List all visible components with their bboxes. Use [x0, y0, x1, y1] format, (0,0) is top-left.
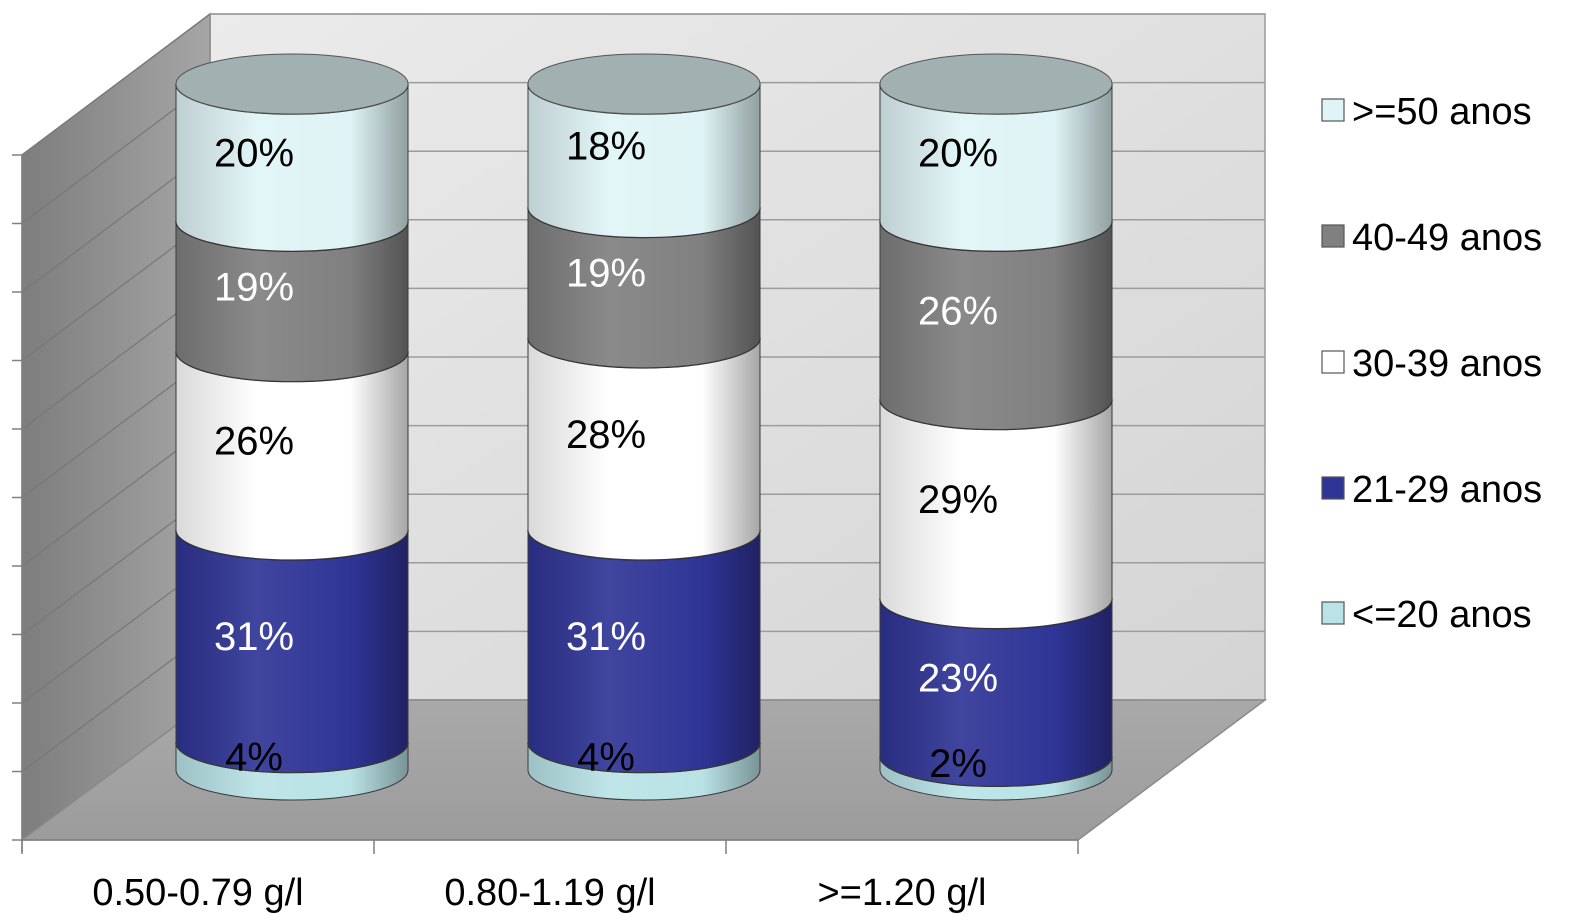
- legend: >=50 anos 40-49 anos 30-39 anos 21-29 anos <…: [1321, 91, 1542, 636]
- data-label: 28%: [566, 413, 646, 457]
- data-label: 18%: [566, 125, 646, 169]
- data-label: 29%: [918, 478, 998, 522]
- data-label: 4%: [577, 735, 635, 779]
- data-label: 4%: [225, 735, 283, 779]
- x-axis: 0.50-0.79 g/l 0.80-1.19 g/l >=1.20 g/l: [21, 839, 1079, 914]
- bar-group-0-80-1-19-g-l: 4% 31% 28% 19% 18%: [527, 53, 761, 801]
- legend-label: 21-29 anos: [1352, 469, 1542, 511]
- bar-top-cap: [175, 53, 409, 115]
- bar-top-cap: [879, 53, 1113, 115]
- data-label: 31%: [566, 615, 646, 659]
- data-label: 20%: [918, 132, 998, 176]
- x-tick-label: >=1.20 g/l: [817, 872, 986, 914]
- data-label: 26%: [918, 289, 998, 333]
- legend-label: 30-39 anos: [1352, 343, 1542, 385]
- legend-label: 40-49 anos: [1352, 217, 1542, 259]
- data-label: 19%: [214, 265, 294, 309]
- data-label: 26%: [214, 420, 294, 464]
- data-label: 2%: [929, 742, 987, 786]
- bar-group-1-20-g-l: 2% 23% 29% 26% 20%: [879, 53, 1113, 801]
- legend-label: <=20 anos: [1352, 594, 1532, 636]
- legend-item-40-49-anos: 40-49 anos: [1321, 217, 1542, 259]
- data-label: 31%: [214, 615, 294, 659]
- legend-item-50-anos: >=50 anos: [1321, 91, 1532, 133]
- x-tick-label: 0.80-1.19 g/l: [444, 872, 655, 914]
- legend-item-30-39-anos: 30-39 anos: [1321, 343, 1542, 385]
- legend-swatch: [1321, 98, 1345, 122]
- legend-swatch: [1321, 601, 1345, 625]
- legend-item-21-29-anos: 21-29 anos: [1321, 469, 1542, 511]
- legend-swatch: [1321, 350, 1345, 374]
- bar-top-cap: [527, 53, 761, 115]
- legend-label: >=50 anos: [1352, 91, 1532, 133]
- legend-item-20-anos: <=20 anos: [1321, 594, 1532, 636]
- gridline-side: [21, 13, 211, 156]
- data-label: 23%: [918, 656, 998, 700]
- x-tick-label: 0.50-0.79 g/l: [92, 872, 303, 914]
- plot-area: 4%31%26%19%20%4%31%28%19%18%2%23%29%26%2…: [175, 53, 1113, 801]
- data-label: 20%: [214, 132, 294, 176]
- bar-group-0-50-0-79-g-l: 4% 31% 26% 19% 20%: [175, 53, 409, 801]
- legend-swatch: [1321, 476, 1345, 500]
- data-label: 19%: [566, 252, 646, 296]
- legend-swatch: [1321, 224, 1345, 248]
